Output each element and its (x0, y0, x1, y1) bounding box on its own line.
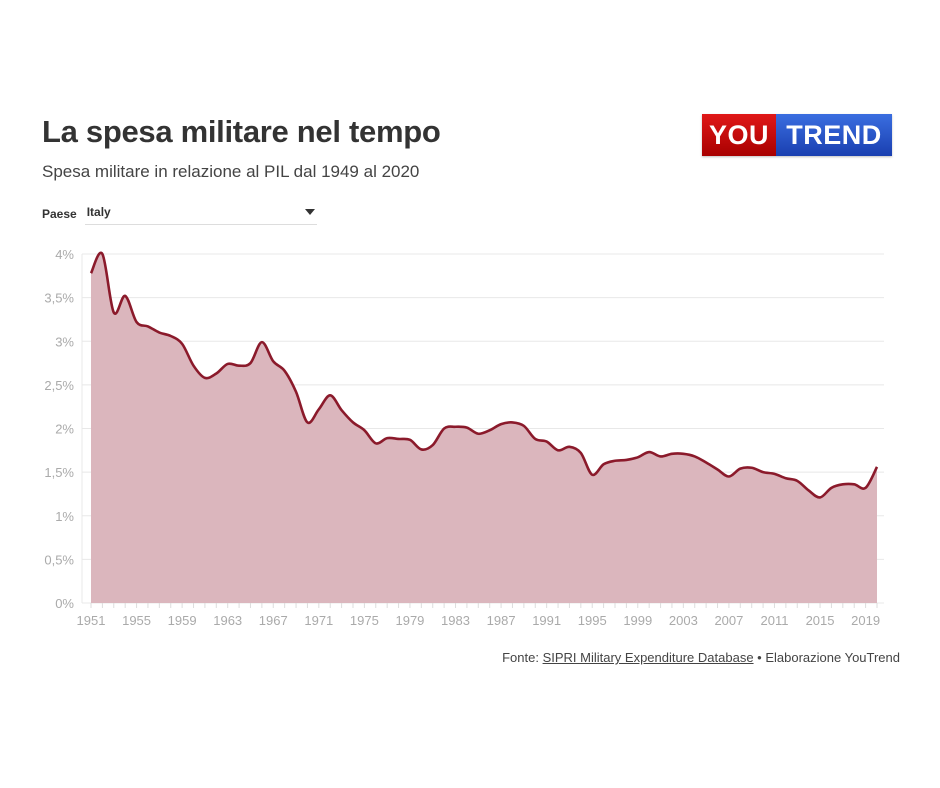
youtrend-logo: YOU TREND (702, 114, 892, 156)
source-prefix: Fonte: (502, 650, 543, 665)
country-value: Italy (86, 205, 111, 219)
y-tick-label: 0% (55, 596, 74, 611)
y-tick-label: 3,5% (44, 291, 74, 306)
source-suffix: • Elaborazione YouTrend (753, 650, 900, 665)
chevron-down-icon (304, 209, 315, 215)
x-tick-label: 2019 (851, 613, 880, 628)
source-footer: Fonte: SIPRI Military Expenditure Databa… (502, 650, 900, 665)
country-selector: Paese Italy (42, 203, 317, 225)
source-link[interactable]: SIPRI Military Expenditure Database (542, 650, 754, 665)
country-dropdown[interactable]: Italy (84, 203, 317, 225)
logo-trend: TREND (776, 114, 892, 156)
x-tick-label: 1979 (395, 613, 424, 628)
logo-you: YOU (702, 114, 776, 156)
x-tick-label: 1975 (350, 613, 379, 628)
x-tick-label: 2011 (760, 613, 788, 628)
x-tick-label: 1963 (213, 613, 242, 628)
y-tick-label: 3% (55, 334, 74, 349)
x-tick-label: 2015 (806, 613, 835, 628)
x-tick-label: 1971 (304, 613, 333, 628)
x-tick-label: 2007 (714, 613, 743, 628)
y-tick-label: 1% (55, 509, 74, 524)
chart-subtitle: Spesa militare in relazione al PIL dal 1… (42, 162, 420, 181)
x-tick-label: 1995 (578, 613, 607, 628)
y-tick-label: 1,5% (44, 465, 74, 480)
x-tick-label: 1991 (532, 613, 561, 628)
area-fill (91, 252, 877, 603)
x-tick-label: 1967 (259, 613, 288, 628)
chart-title: La spesa militare nel tempo (42, 114, 441, 149)
x-axis-ticks: 1951 1955 1959 1963 1967 1971 1975 1979 1983 1987… (77, 603, 880, 628)
y-tick-label: 2,5% (44, 378, 74, 393)
x-tick-label: 1987 (487, 613, 516, 628)
y-tick-label: 0,5% (44, 552, 74, 567)
x-tick-label: 1955 (122, 613, 151, 628)
x-tick-label: 2003 (669, 613, 698, 628)
country-label: Paese (42, 207, 77, 221)
x-tick-label: 1951 (77, 613, 106, 628)
x-tick-label: 1983 (441, 613, 470, 628)
x-tick-label: 1959 (168, 613, 197, 628)
x-tick-label: 1999 (623, 613, 652, 628)
y-tick-label: 4% (55, 247, 74, 262)
data-line[interactable] (89, 251, 879, 499)
y-axis-ticks: 0% 0,5% 1% 1,5% 2% 2,5% 3% 3,5% 4% (44, 247, 74, 611)
y-tick-label: 2% (55, 422, 74, 437)
